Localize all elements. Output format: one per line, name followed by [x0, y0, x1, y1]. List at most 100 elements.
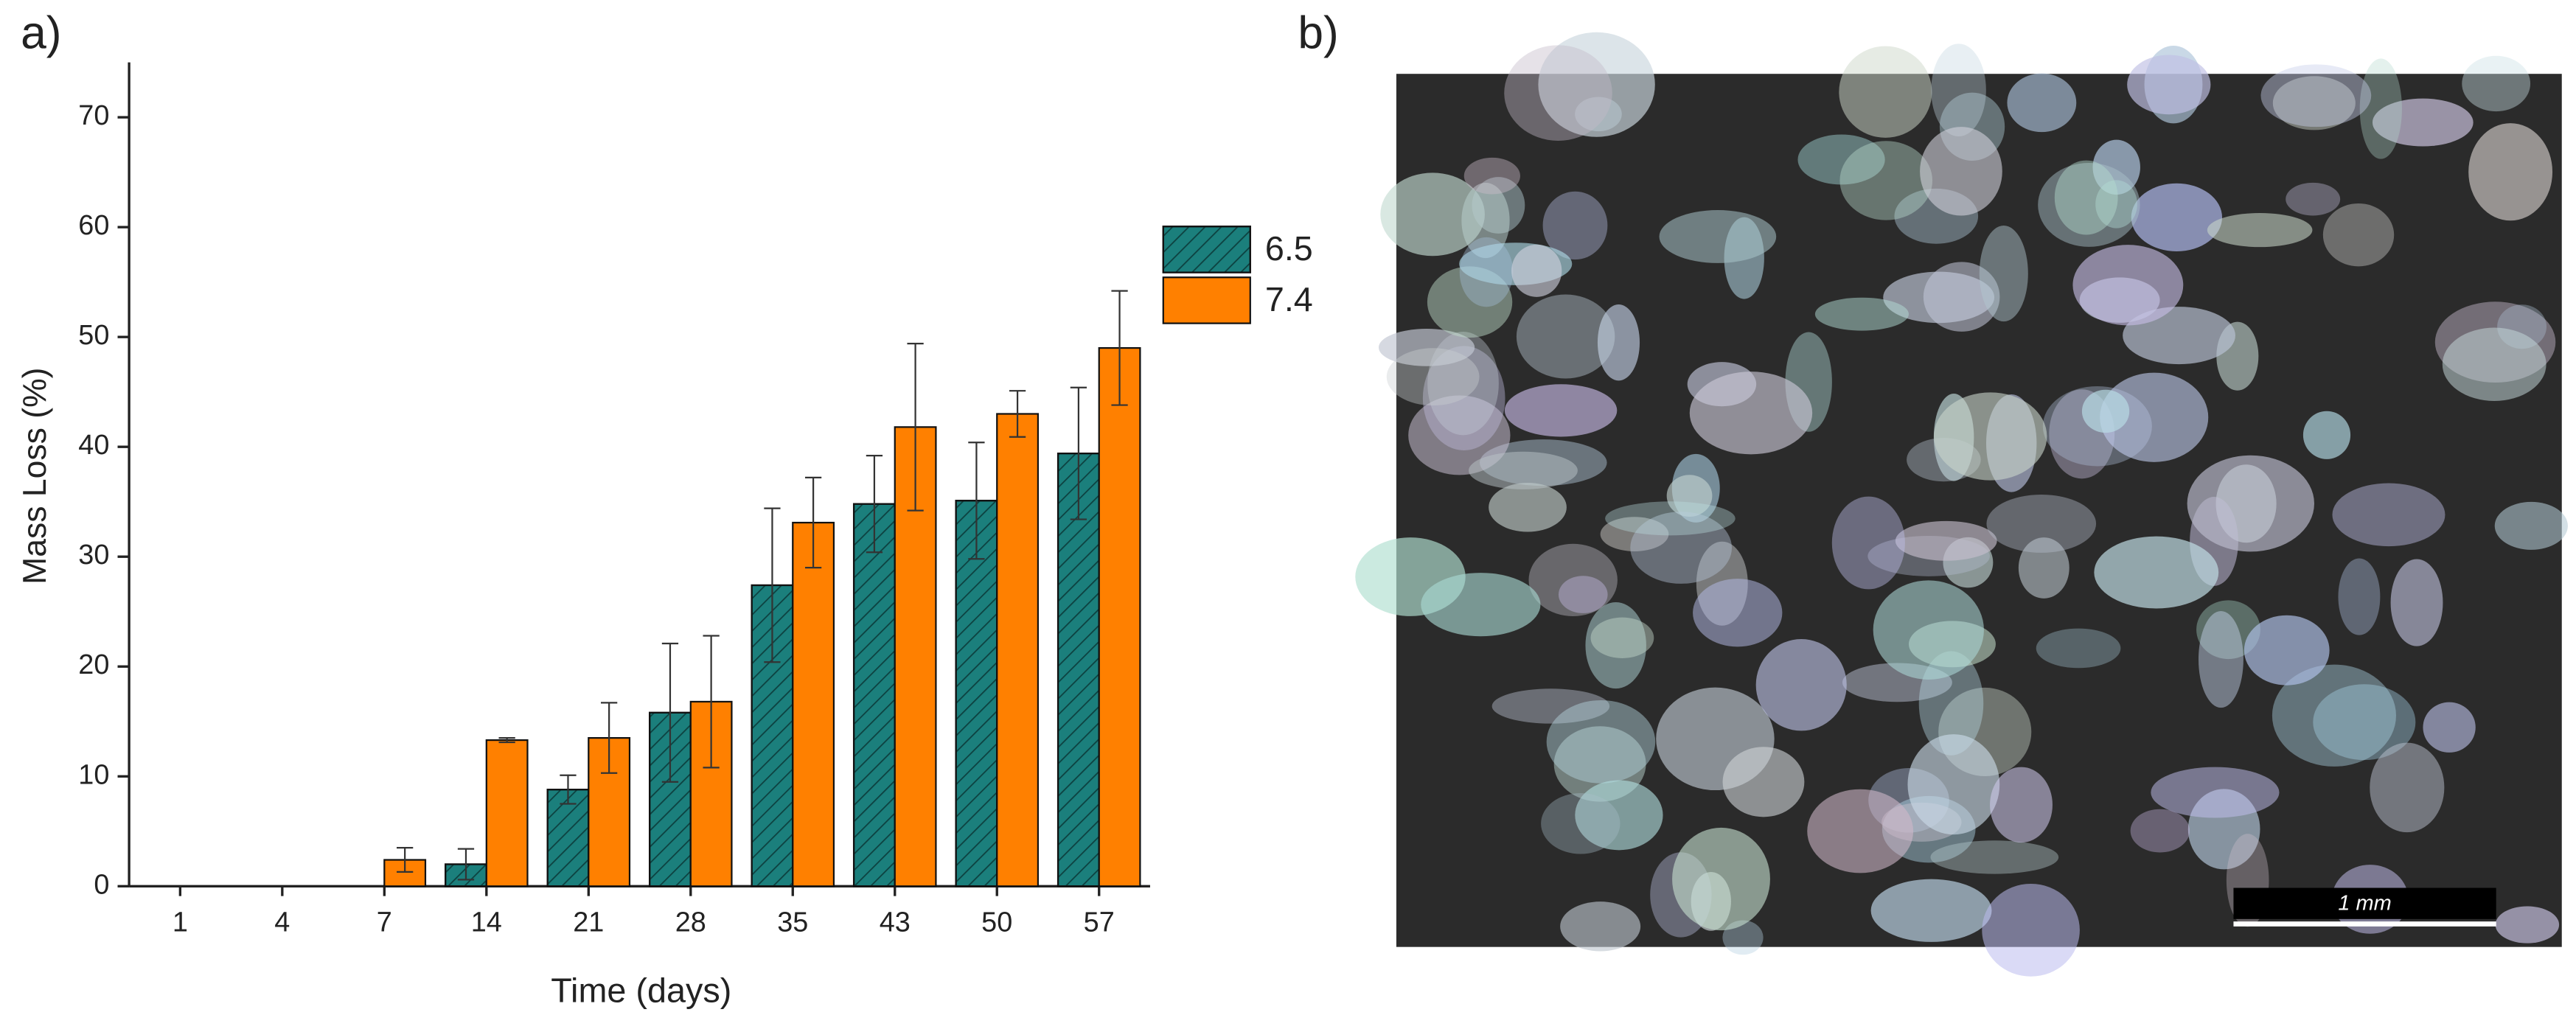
scale-label: 1 mm — [2338, 891, 2391, 915]
error-bar — [498, 736, 515, 744]
flake — [1422, 346, 1505, 450]
flake — [1831, 496, 1905, 590]
flake — [2332, 483, 2446, 547]
flake — [2272, 664, 2396, 767]
flake — [2036, 628, 2121, 669]
x-tick-label: 50 — [981, 907, 1012, 938]
flake — [2018, 537, 2069, 599]
flake — [2243, 615, 2330, 686]
flake — [2207, 212, 2313, 248]
flake — [1528, 543, 1618, 617]
flake — [2151, 767, 2280, 818]
error-bar — [397, 847, 414, 873]
flake — [1560, 901, 1641, 952]
flake — [2390, 559, 2443, 646]
bar-hatch — [955, 500, 998, 887]
error-bar — [661, 642, 679, 783]
flake — [2313, 684, 2416, 761]
flake — [1630, 512, 1733, 584]
flake — [1504, 45, 1612, 141]
flake — [1666, 475, 1713, 517]
flake — [2198, 610, 2243, 708]
flake — [1585, 602, 1646, 689]
legend-label: 7.4 — [1265, 280, 1313, 318]
flake — [1807, 789, 1914, 873]
flake — [2338, 558, 2381, 635]
flake — [1755, 639, 1847, 731]
error-bar — [560, 774, 577, 805]
x-tick-label: 43 — [880, 907, 911, 938]
flake — [1605, 501, 1736, 536]
bar — [996, 413, 1040, 887]
y-tick-label: 40 — [78, 430, 109, 461]
flake — [2095, 180, 2137, 229]
flake — [1538, 32, 1655, 137]
bar-hatch — [852, 503, 896, 887]
flake — [2260, 64, 2372, 128]
flake — [2072, 245, 2184, 326]
flake — [1542, 191, 1608, 260]
flake — [2100, 372, 2209, 462]
flake — [2322, 203, 2395, 267]
error-bar — [764, 507, 781, 663]
flake — [1839, 46, 1932, 138]
y-tick-label: 30 — [78, 540, 109, 571]
flake — [1427, 266, 1513, 338]
y-tick-label: 20 — [78, 649, 109, 680]
flake — [1511, 244, 1562, 297]
legend-swatch — [1162, 276, 1251, 324]
flake — [1689, 372, 1813, 455]
flake — [1469, 451, 1578, 489]
y-tick-label: 70 — [78, 100, 109, 131]
flake — [1990, 767, 2053, 843]
bar — [485, 739, 529, 887]
y-tick-label: 0 — [94, 869, 109, 900]
error-bar — [600, 702, 618, 774]
flake — [1546, 700, 1656, 784]
flake — [1722, 920, 1764, 955]
error-bar — [457, 848, 475, 881]
flake — [1463, 157, 1520, 195]
flake — [1659, 210, 1777, 263]
y-tick-label: 10 — [78, 759, 109, 790]
flake — [1541, 792, 1621, 854]
error-bar — [907, 342, 924, 512]
flake — [1693, 579, 1783, 647]
flake — [2131, 183, 2223, 252]
flake — [2359, 58, 2402, 159]
error-bar — [1009, 390, 1026, 438]
bar — [1098, 346, 1141, 887]
bar — [383, 859, 427, 887]
error-bar — [968, 442, 985, 560]
flake — [1459, 237, 1514, 307]
flake — [1461, 182, 1510, 259]
flake — [1558, 576, 1608, 613]
flake — [1797, 134, 1885, 185]
x-tick-label: 1 — [173, 907, 188, 938]
flake — [1920, 127, 2002, 216]
x-tick-label: 28 — [675, 907, 706, 938]
flake — [1814, 297, 1909, 331]
flake — [1672, 827, 1770, 931]
scale-bar — [2233, 887, 2496, 919]
x-tick-label: 21 — [573, 907, 604, 938]
flake — [2272, 76, 2356, 130]
flake — [1982, 883, 2080, 977]
error-bar — [1070, 386, 1087, 520]
flake — [2302, 411, 2351, 459]
y-axis-label: Mass Loss (%) — [17, 367, 53, 584]
legend-label: 6.5 — [1265, 229, 1313, 268]
flake — [2423, 702, 2476, 753]
flake — [2468, 123, 2553, 221]
flake — [1491, 688, 1610, 724]
flake — [2187, 455, 2314, 552]
flake — [1986, 494, 2097, 553]
flake — [2007, 73, 2077, 133]
flake — [2092, 139, 2140, 195]
x-axis-label: Time (days) — [551, 971, 731, 1009]
error-bar — [703, 635, 720, 769]
flake — [1597, 304, 1640, 381]
flake — [1930, 840, 2059, 874]
